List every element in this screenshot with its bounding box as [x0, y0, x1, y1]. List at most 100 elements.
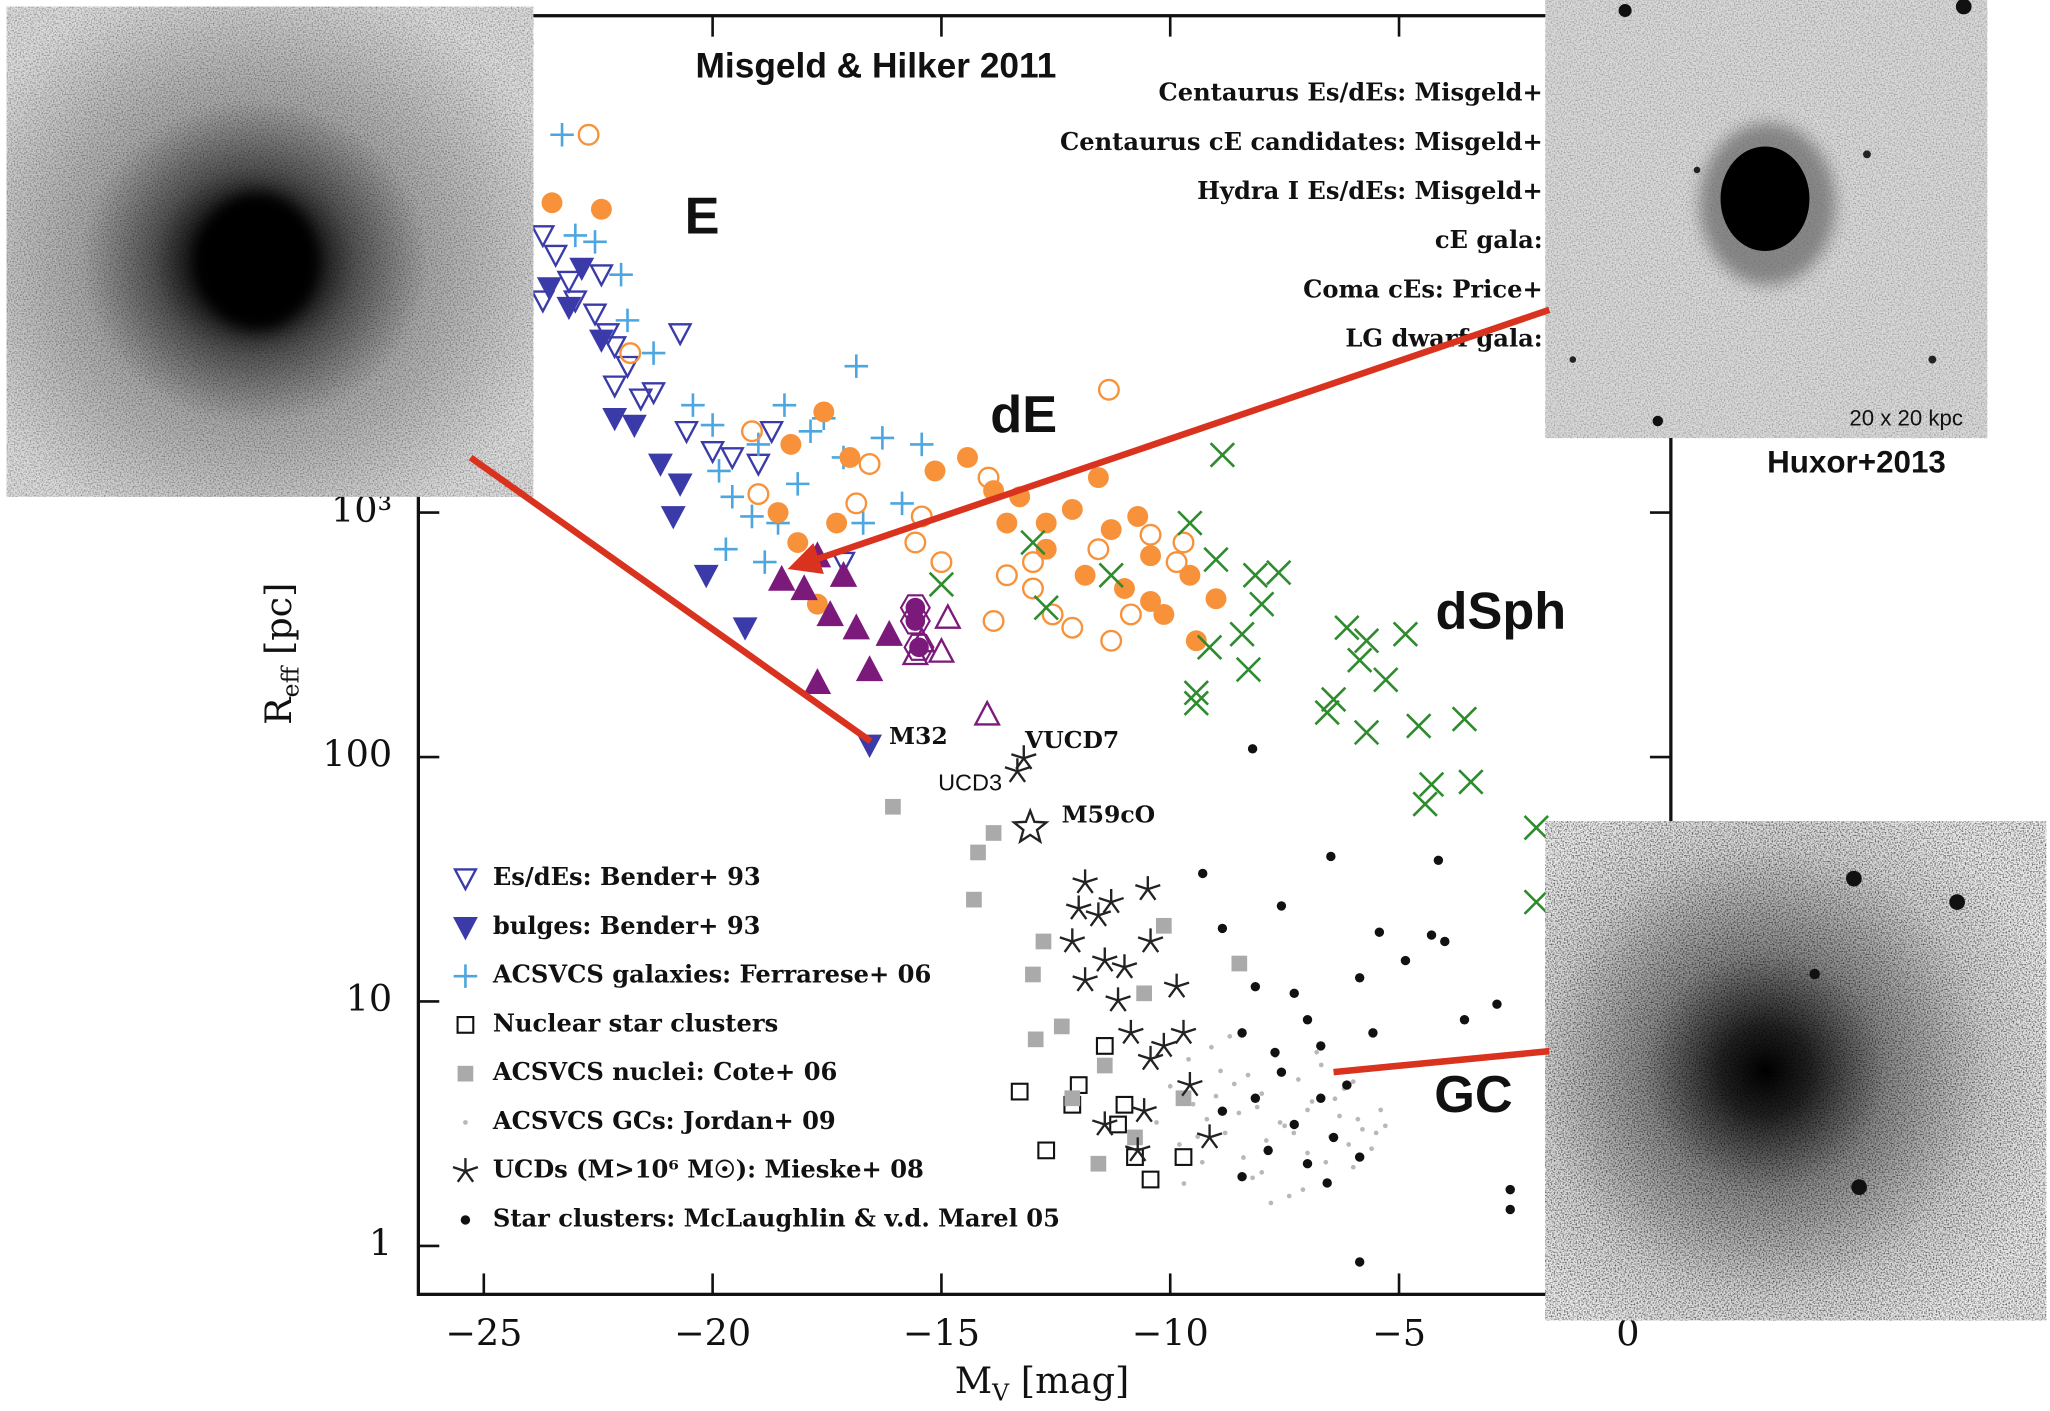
data-point [1318, 1062, 1324, 1068]
legend-symbol [453, 868, 478, 892]
data-point [1155, 917, 1172, 934]
data-point [1353, 628, 1380, 654]
data-point [982, 610, 1005, 632]
data-point [1010, 1082, 1029, 1101]
legend-symbol [457, 1065, 474, 1082]
data-point [1459, 1015, 1470, 1025]
pointer-line [1333, 1047, 1550, 1076]
data-point [1418, 771, 1445, 798]
inset-ce: 20 x 20 kpc [1545, 0, 1988, 439]
legend-symbol [453, 917, 478, 941]
data-point [970, 844, 986, 861]
data-point [1141, 1170, 1160, 1189]
legend-label: Es/dEs: Bender+ 93 [493, 862, 761, 891]
data-point [1175, 1090, 1192, 1107]
data-point [1276, 901, 1287, 911]
series [928, 442, 1550, 915]
data-point [621, 414, 647, 438]
data-point [1227, 1034, 1233, 1039]
data-point [674, 420, 699, 445]
data-point [1209, 442, 1236, 468]
data-point [1172, 531, 1195, 554]
data-point [1289, 1119, 1299, 1130]
data-point [1337, 1113, 1342, 1119]
data-point [1346, 647, 1373, 673]
data-point [1350, 1164, 1356, 1170]
legend-label: Hydra I Es/dEs: Misgeld+ [1197, 176, 1543, 205]
data-point [1115, 1095, 1134, 1114]
data-point [1072, 967, 1098, 992]
data-point [1127, 1129, 1143, 1146]
data-point [1235, 656, 1262, 683]
data-point [1209, 1044, 1214, 1050]
data-point [1111, 954, 1138, 979]
legend-label: Star clusters: McLaughlin & v.d. Marel 0… [493, 1203, 1060, 1232]
data-point [1137, 1045, 1164, 1071]
region-label: dE [990, 386, 1057, 444]
data-point [934, 602, 962, 629]
data-point [1373, 667, 1399, 693]
data-point [543, 244, 569, 269]
marker-outline [899, 594, 931, 622]
data-point [1268, 1200, 1274, 1206]
data-point [740, 504, 764, 529]
data-point [1213, 1093, 1219, 1099]
data-point [1109, 1115, 1127, 1134]
data-point [1087, 467, 1109, 489]
data-point [1105, 987, 1131, 1012]
data-point [1242, 562, 1269, 588]
y-tick-label: 10 [346, 977, 393, 1020]
data-point [1177, 1142, 1182, 1147]
data-point [839, 447, 861, 468]
data-point [996, 512, 1018, 534]
data-point [693, 564, 719, 589]
data-point [1196, 1124, 1223, 1149]
data-point [1222, 1130, 1228, 1136]
inset-scale-label: 20 x 20 kpc [1849, 406, 1963, 431]
data-point [1334, 615, 1360, 641]
data-point [1140, 590, 1162, 612]
data-point [1163, 973, 1190, 998]
data-point [1392, 621, 1419, 647]
plot-frame [416, 14, 1673, 1296]
data-point [1183, 690, 1210, 716]
legend-label: ACSVCS nuclei: Cote+ 06 [492, 1057, 837, 1086]
star [1569, 356, 1577, 363]
data-point [1342, 1080, 1352, 1090]
data-point [1523, 889, 1550, 915]
data-point [890, 491, 914, 516]
x-tick-label: −20 [674, 1312, 751, 1355]
data-point [1177, 510, 1203, 536]
star [1928, 355, 1937, 364]
data-point [550, 122, 574, 147]
data-point [1119, 603, 1142, 626]
legend-symbol [463, 1120, 468, 1125]
data-point [899, 594, 931, 622]
data-point [816, 600, 844, 627]
data-point [1025, 966, 1041, 983]
data-point [1302, 1015, 1313, 1025]
data-point [1296, 1077, 1301, 1082]
legend-label: cE gala: [1435, 225, 1543, 254]
data-point [1323, 1159, 1329, 1165]
insets: 20 x 20 kpc [6, 0, 2047, 1321]
series [536, 257, 882, 758]
galaxy-core [1720, 146, 1810, 252]
data-point [1098, 889, 1124, 914]
data-point [747, 483, 770, 506]
data-point [1229, 621, 1255, 647]
data-point [1354, 1152, 1365, 1162]
data-point [759, 420, 785, 445]
data-point [798, 419, 823, 444]
data-point [707, 459, 731, 483]
data-point [772, 393, 797, 417]
data-point [1265, 559, 1292, 586]
arrows [468, 306, 1551, 1076]
data-point [1170, 1019, 1197, 1045]
star [1955, 0, 1972, 15]
data-point [901, 639, 930, 666]
data-point [1185, 630, 1207, 652]
data-point [826, 512, 848, 534]
data-point [1291, 1130, 1297, 1136]
